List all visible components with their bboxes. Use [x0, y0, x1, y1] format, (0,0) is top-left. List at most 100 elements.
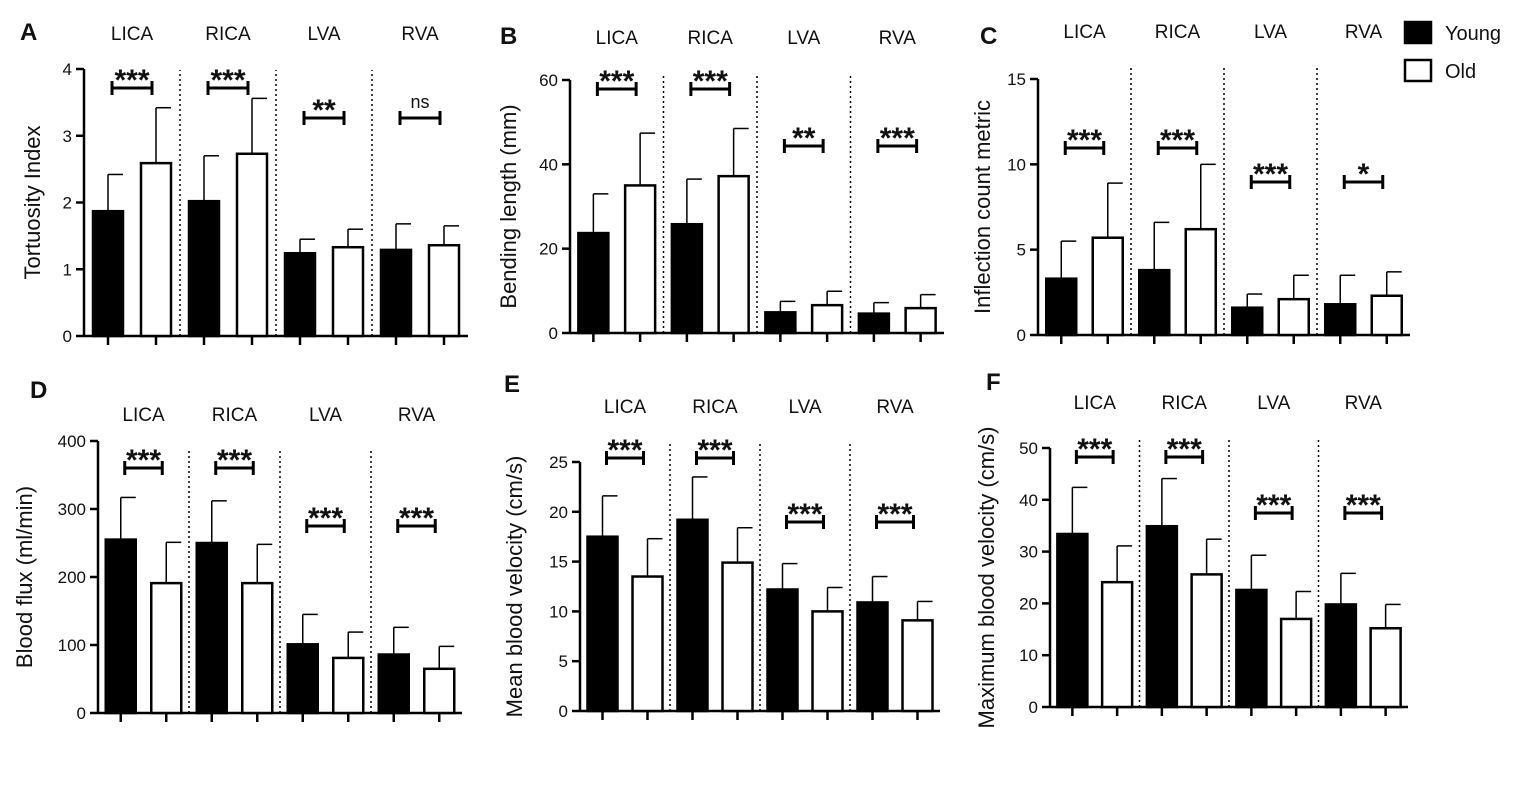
bar-old-lva [810, 303, 844, 335]
panel-e: E Mean blood velocity (cm/s) 0 5 10 15 20 25 LIC… [502, 371, 940, 721]
y-axis-label: Bending length (mm) [496, 104, 521, 308]
significance-label: *** [1346, 489, 1381, 522]
bar-old-rva [901, 619, 934, 713]
bar-old-rica [717, 174, 750, 335]
y-tick-label: 0 [1017, 326, 1026, 345]
bar-old-rica [1184, 227, 1217, 337]
y-tick-label: 50 [1019, 439, 1038, 458]
significance-label: *** [607, 434, 642, 467]
panel-c: C Inflection count metric 0 5 10 15 LICA *** RIC… [970, 22, 1410, 345]
bar-young-rva [1324, 603, 1358, 709]
panel-letter: A [20, 19, 37, 46]
bar-old-rva [1370, 294, 1403, 337]
category-label-lica: LICA [604, 397, 647, 418]
category-label-lva: LVA [1254, 22, 1287, 43]
bar-young-lica [577, 231, 610, 335]
y-tick-label: 200 [58, 568, 86, 587]
significance-label: *** [1077, 433, 1112, 466]
bar-young-lva [766, 588, 799, 713]
bar-young-rica [187, 199, 221, 338]
panel-a: A Tortuosity Index 0 1 2 3 4 LICA *** RICA *** LVA *… [20, 19, 468, 346]
panel-letter: D [30, 377, 47, 404]
bar-young-rica [676, 518, 709, 713]
significance-label: *** [1167, 433, 1202, 466]
category-label-lica: LICA [1074, 393, 1117, 414]
bar-young-rva [1324, 303, 1357, 337]
significance-label: *** [114, 64, 149, 97]
y-tick-label: 0 [549, 324, 558, 343]
category-label-lva: LVA [788, 397, 821, 418]
significance-label: *** [697, 434, 732, 467]
bar-old-lva [1279, 617, 1313, 709]
panel-d: D Blood flux (ml/min) 0 100 200 300 400 LICA ***… [12, 377, 462, 723]
y-tick-label: 400 [58, 432, 86, 451]
y-tick-label: 5 [1017, 241, 1026, 260]
y-axis-label: Tortuosity Index [20, 125, 45, 279]
bar-young-lva [1235, 588, 1268, 709]
significance-label: * [1358, 158, 1370, 191]
y-tick-label: 20 [539, 240, 558, 259]
bar-old-rica [235, 152, 269, 338]
bar-young-lica [1056, 532, 1089, 709]
y-axis-label: Maximum blood velocity (cm/s) [974, 427, 999, 729]
bar-young-lica [104, 538, 137, 715]
bar-old-lva [331, 245, 365, 338]
y-tick-label: 0 [63, 327, 72, 346]
y-tick-label: 40 [1019, 491, 1038, 510]
bar-young-lica [586, 535, 619, 713]
bar-old-lica [1100, 580, 1134, 709]
legend-swatch-old [1403, 58, 1433, 83]
category-label-rva: RVA [1345, 393, 1383, 414]
bar-old-lica [623, 184, 657, 335]
bar-young-lica [1045, 277, 1078, 337]
bar-young-rva [856, 601, 889, 713]
significance-label: *** [599, 65, 634, 98]
significance-label: ** [312, 94, 336, 127]
y-tick-label: 10 [1019, 646, 1038, 665]
significance-label: *** [217, 444, 252, 477]
y-tick-label: 0 [1029, 698, 1038, 717]
significance-label: *** [1160, 124, 1195, 157]
category-label-lva: LVA [1257, 393, 1290, 414]
category-label-lica: LICA [1063, 22, 1106, 43]
category-label-rica: RICA [1162, 393, 1208, 414]
panel-letter: E [504, 371, 520, 398]
bar-old-lica [139, 161, 173, 338]
significance-label: *** [1256, 489, 1291, 522]
panel-letter: C [980, 23, 997, 50]
legend: Young Old [1403, 20, 1501, 83]
panel-letter: F [986, 369, 1001, 396]
significance-label: *** [308, 502, 343, 535]
bar-young-rica [670, 222, 704, 335]
bar-young-rva [857, 312, 891, 335]
category-label-lica: LICA [122, 405, 165, 426]
category-label-lica: LICA [111, 24, 154, 45]
y-tick-label: 10 [549, 602, 568, 621]
bar-old-rva [423, 667, 456, 715]
category-label-rica: RICA [205, 24, 251, 45]
y-tick-label: 3 [63, 127, 72, 146]
legend-swatch-young [1403, 20, 1433, 45]
bar-old-lica [150, 581, 183, 715]
bar-young-rica [195, 541, 228, 715]
y-tick-label: 100 [58, 636, 86, 655]
bar-old-lva [332, 656, 365, 715]
significance-label: *** [210, 64, 245, 97]
bar-young-lva [1231, 306, 1264, 337]
y-tick-label: 0 [559, 702, 568, 721]
significance-label: ** [792, 122, 816, 155]
bar-old-rva [1369, 627, 1402, 709]
significance-label: *** [1253, 158, 1288, 191]
category-label-lva: LVA [787, 28, 820, 49]
bar-young-rva [377, 653, 410, 715]
y-tick-label: 0 [77, 704, 86, 723]
significance-label: *** [787, 498, 822, 531]
significance-label: *** [693, 65, 728, 98]
bar-young-rica [1138, 268, 1171, 337]
category-label-rica: RICA [1155, 22, 1201, 43]
y-tick-label: 5 [559, 652, 568, 671]
y-tick-label: 1 [63, 260, 72, 279]
bar-old-lva [1277, 297, 1310, 337]
category-label-lica: LICA [596, 28, 639, 49]
